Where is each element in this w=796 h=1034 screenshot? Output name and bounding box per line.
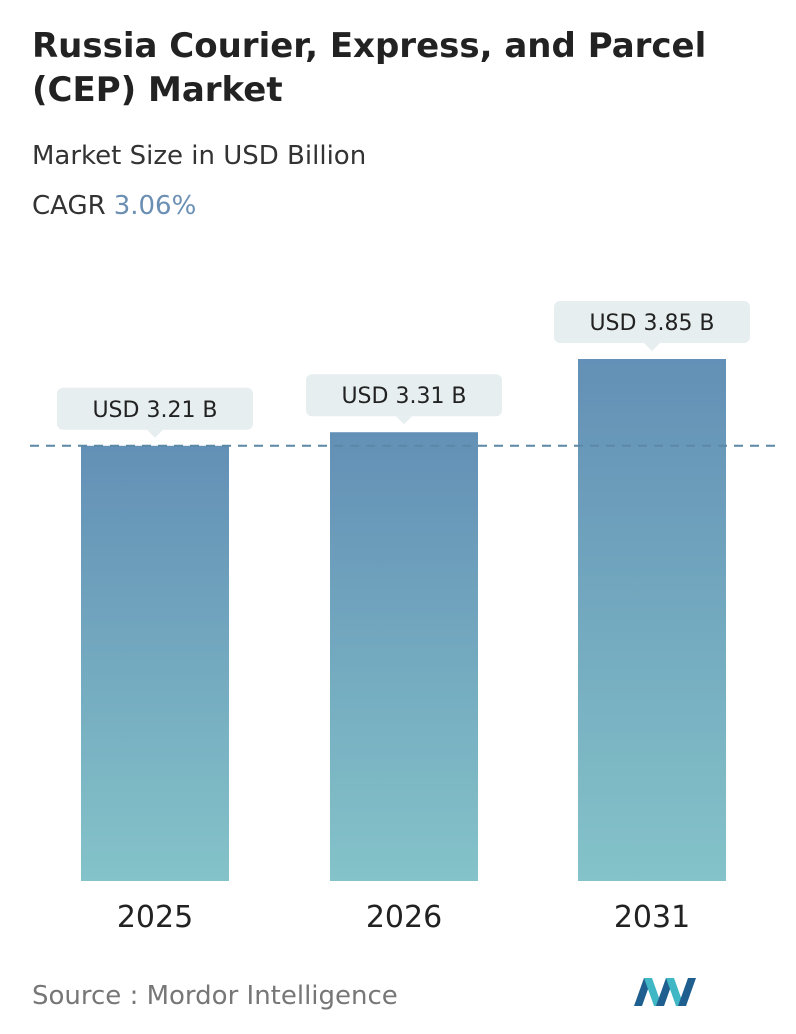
data-label-pointer — [147, 429, 163, 438]
data-label-2025: USD 3.21 B — [57, 387, 253, 438]
data-label-text: USD 3.31 B — [341, 384, 466, 409]
data-label-pointer — [396, 416, 412, 425]
data-label-text: USD 3.21 B — [92, 398, 217, 423]
x-tick-label-2031: 2031 — [614, 900, 690, 935]
cagr-line: CAGR 3.06% — [32, 188, 196, 224]
x-tick-label-2026: 2026 — [366, 900, 442, 935]
source-text: Source : Mordor Intelligence — [32, 981, 398, 1011]
bar-2031 — [578, 359, 726, 881]
data-label-box — [57, 387, 253, 430]
chart-title: Russia Courier, Express, and Parcel (CEP… — [32, 26, 707, 110]
data-label-text: USD 3.85 B — [589, 311, 714, 336]
data-label-box — [306, 374, 502, 417]
data-label-2031: USD 3.85 B — [554, 301, 750, 351]
data-label-box — [554, 301, 750, 343]
data-label-2026: USD 3.31 B — [306, 374, 502, 425]
cagr-label: CAGR — [32, 191, 106, 221]
chart-subtitle: Market Size in USD Billion — [32, 141, 367, 171]
bar-chart: USD 3.21 B 2025 USD 3.31 B 2026 USD 3.85 B 20… — [30, 301, 782, 935]
cagr-value: 3.06% — [113, 191, 197, 221]
mordor-intelligence-logo-icon — [634, 978, 696, 1006]
data-label-pointer — [644, 343, 660, 351]
x-tick-label-2025: 2025 — [117, 900, 193, 935]
bar-2026 — [330, 432, 478, 881]
bar-2025 — [81, 445, 229, 881]
